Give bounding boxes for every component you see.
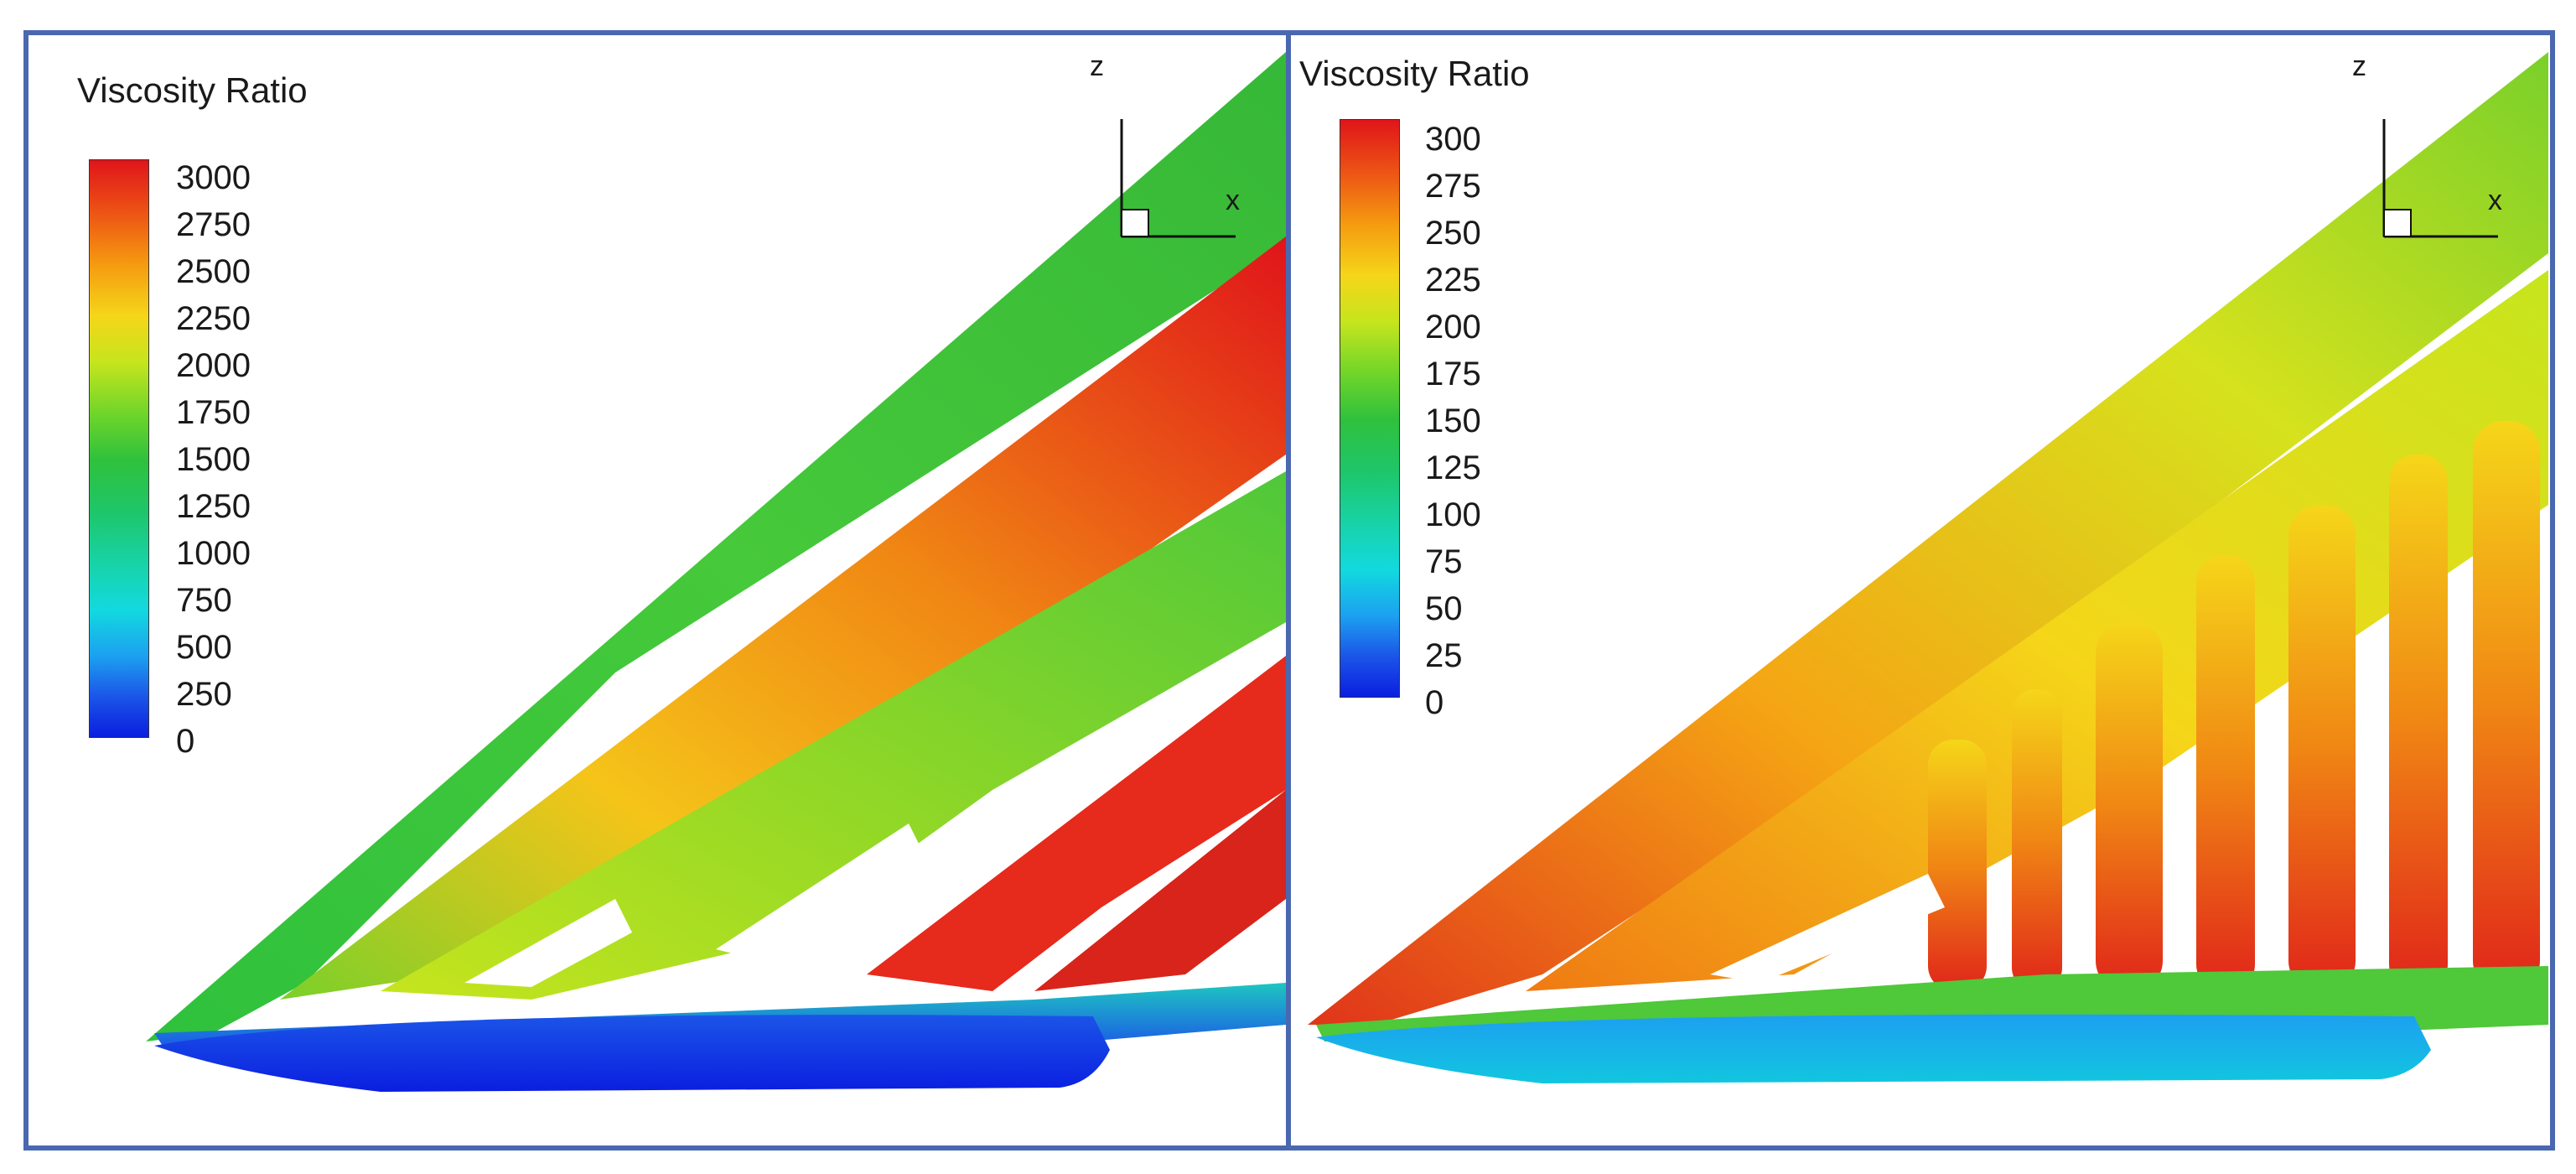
x-axis-label: x <box>2488 184 2502 216</box>
colorbar-tick-label: 150 <box>1425 403 1481 439</box>
colorbar-tick-label: 2000 <box>176 347 251 384</box>
colorbar-tick-label: 300 <box>1425 121 1481 158</box>
colorbar-tick-label: 1000 <box>176 535 251 572</box>
axis-triad <box>2382 119 2498 238</box>
colorbar-tick-label: 750 <box>176 582 232 619</box>
colorbar-tick-label: 2500 <box>176 253 251 290</box>
colorbar-tick-label: 25 <box>1425 637 1463 674</box>
colorbar-tick-label: 50 <box>1425 590 1463 627</box>
colorbar-tick-label: 250 <box>1425 215 1481 252</box>
z-axis-label: z <box>2352 50 2366 82</box>
right-panel: Viscosity Ratio 300 275 250 225 200 175 … <box>1286 30 2555 1151</box>
colorbar-tick-label: 125 <box>1425 449 1481 486</box>
colorbar-tick-label: 100 <box>1425 496 1481 533</box>
legend-title: Viscosity Ratio <box>1299 54 1530 93</box>
colorbar-tick-label: 250 <box>176 676 232 713</box>
axis-triad <box>1120 119 1236 238</box>
colorbar-tick-label: 2750 <box>176 206 251 243</box>
flow-visualization-right <box>1308 52 2548 1083</box>
colorbar-tick-label: 3000 <box>176 159 251 196</box>
colorbar-tick-label: 1250 <box>176 488 251 525</box>
colorbar-tick-label: 1750 <box>176 394 251 431</box>
colorbar-tick-label: 500 <box>176 629 232 666</box>
colorbar <box>1340 119 1400 698</box>
colorbar-tick-label: 0 <box>176 723 195 760</box>
colorbar-tick-label: 75 <box>1425 543 1463 580</box>
colorbar-tick-label: 0 <box>1425 684 1444 721</box>
colorbar-tick-label: 1500 <box>176 441 251 478</box>
colorbar <box>89 159 149 738</box>
colorbar-tick-label: 175 <box>1425 356 1481 392</box>
flow-visualization-left <box>146 52 1286 1092</box>
colorbar-tick-label: 275 <box>1425 168 1481 205</box>
colorbar-tick-label: 200 <box>1425 309 1481 345</box>
colorbar-tick-label: 225 <box>1425 262 1481 299</box>
left-panel: Viscosity Ratio 3000 2750 2500 2250 2000… <box>23 30 1291 1151</box>
legend-title: Viscosity Ratio <box>77 70 308 110</box>
colorbar-tick-label: 2250 <box>176 300 251 337</box>
z-axis-label: z <box>1090 50 1104 82</box>
x-axis-label: x <box>1226 184 1240 216</box>
